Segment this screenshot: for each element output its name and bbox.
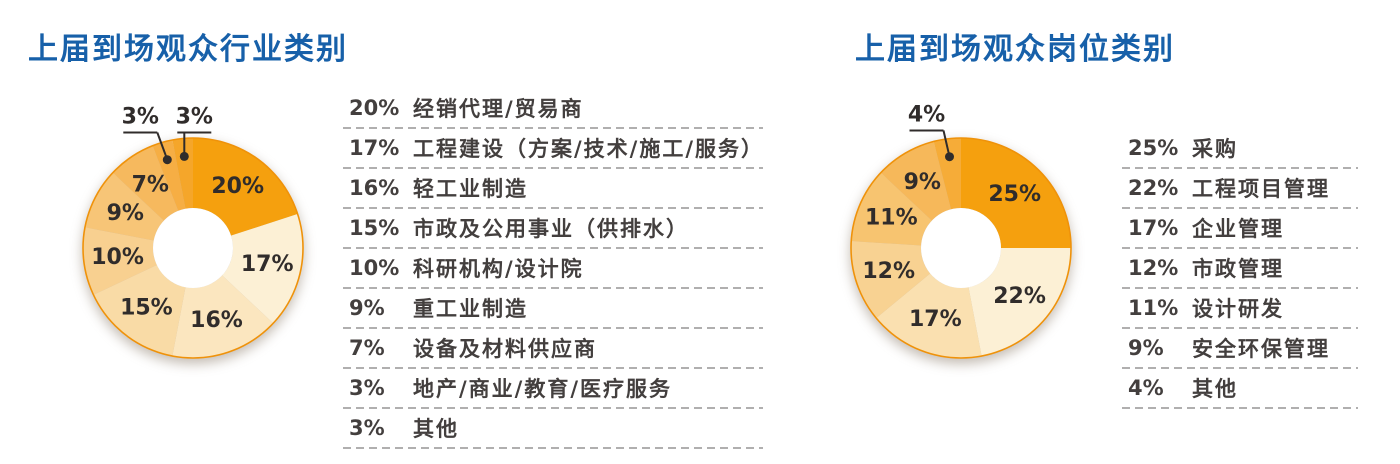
- legend-percent: 17%: [1128, 216, 1179, 240]
- legend-row: 7% 设备及材料供应商: [343, 328, 763, 369]
- legend-percent: 25%: [1128, 136, 1179, 160]
- legend-percent: 4%: [1128, 376, 1164, 400]
- legend-percent: 9%: [1128, 336, 1164, 360]
- legend-percent: 11%: [1128, 296, 1179, 320]
- legend-label: 科研机构/设计院: [413, 257, 584, 281]
- callout-dot: [945, 152, 954, 162]
- slice-percent-label: 25%: [988, 182, 1041, 207]
- callout-percent-label: 3%: [122, 105, 159, 130]
- legend-percent: 7%: [349, 336, 385, 360]
- slice-percent-label: 9%: [107, 201, 144, 226]
- legend-row: 20% 经销代理/贸易商: [343, 88, 763, 129]
- legend-percent: 3%: [349, 376, 385, 400]
- legend-label: 工程项目管理: [1192, 177, 1330, 201]
- legend-percent: 12%: [1128, 256, 1179, 280]
- pie-slice: [152, 139, 186, 211]
- legend-row: 3% 其他: [343, 408, 763, 449]
- slice-percent-label: 22%: [993, 284, 1046, 309]
- slice-percent-label: 10%: [91, 245, 144, 270]
- legend-row: 12% 市政管理: [1122, 248, 1358, 289]
- legend-row: 3% 地产/商业/教育/医疗服务: [343, 368, 763, 409]
- legend-row: 17% 工程建设（方案/技术/施工/服务）: [343, 128, 765, 169]
- pie-slice: [961, 138, 1071, 248]
- pie-slice: [851, 241, 931, 319]
- legend-row: 17% 企业管理: [1122, 208, 1358, 249]
- legend-label: 设备及材料供应商: [413, 337, 597, 361]
- legend-percent: 9%: [349, 296, 385, 320]
- position-donut-chart: 25% 22% 17% 12% 11% 9% 4%: [850, 103, 1072, 359]
- legend-label: 工程建设（方案/技术/施工/服务）: [413, 137, 765, 161]
- legend-percent: 10%: [349, 256, 400, 280]
- legend-row: 10% 科研机构/设计院: [343, 248, 763, 289]
- donut-hole: [921, 208, 1001, 288]
- industry-chart-title: 上届到场观众行业类别: [28, 32, 348, 67]
- donut-outer-ring: [850, 137, 1072, 359]
- legend-percent: 17%: [349, 136, 400, 160]
- pie-slice: [193, 138, 298, 236]
- callout-percent-label: 4%: [908, 103, 945, 128]
- donut-disc: [82, 137, 304, 359]
- slice-percent-label: 17%: [241, 252, 294, 277]
- legend-label: 其他: [1192, 377, 1238, 401]
- pie-slice: [851, 172, 932, 246]
- pie-slice: [876, 273, 982, 358]
- legend-label: 轻工业制造: [413, 177, 528, 201]
- slice-percent-label: 9%: [904, 170, 941, 195]
- pie-slice: [93, 265, 186, 357]
- slice-percent-label: 11%: [865, 205, 918, 230]
- slice-percent-label: 16%: [190, 308, 243, 333]
- legend-label: 重工业制造: [413, 297, 528, 321]
- callout-dot: [179, 151, 189, 161]
- pie-slice: [968, 248, 1071, 357]
- legend-percent: 15%: [349, 216, 400, 240]
- slice-percent-label: 20%: [211, 174, 264, 199]
- slice-percent-label: 15%: [120, 296, 173, 321]
- legend-row: 9% 重工业制造: [343, 288, 763, 329]
- donut-hole: [153, 208, 233, 288]
- legend-row: 25% 采购: [1122, 128, 1358, 169]
- pie-slice: [933, 138, 961, 210]
- slice-percent-label: 17%: [909, 307, 962, 332]
- legend-row: 9% 安全环保管理: [1122, 328, 1358, 369]
- legend-row: 15% 市政及公用事业（供排水）: [343, 208, 763, 249]
- position-chart-title: 上届到场观众岗位类别: [855, 32, 1175, 67]
- legend-label: 安全环保管理: [1192, 337, 1330, 361]
- pie-slice: [880, 141, 952, 221]
- position-legend: 25% 采购 22% 工程项目管理 17% 企业管理 12% 市政管理 11% 设计研发 9% 安全环…: [1122, 128, 1358, 409]
- callout-connector-line: [156, 132, 169, 161]
- legend-label: 设计研发: [1192, 297, 1284, 321]
- industry-legend: 20% 经销代理/贸易商 17% 工程建设（方案/技术/施工/服务） 16% 轻工业制造 1…: [343, 88, 765, 449]
- pie-slice: [83, 227, 157, 295]
- legend-percent: 3%: [349, 416, 385, 440]
- industry-donut-chart: 20% 17% 16% 15% 10% 9% 7% 3% 3%: [82, 105, 304, 359]
- legend-percent: 20%: [349, 96, 400, 120]
- legend-label: 经销代理/贸易商: [413, 97, 584, 121]
- legend-label: 采购: [1192, 137, 1238, 161]
- pie-slice: [84, 172, 164, 241]
- callout-percent-label: 3%: [176, 105, 213, 130]
- pie-slice: [112, 145, 179, 221]
- legend-label: 企业管理: [1192, 217, 1284, 241]
- slice-percent-label: 7%: [132, 173, 169, 198]
- pie-slice: [172, 275, 274, 358]
- legend-row: 4% 其他: [1122, 368, 1358, 409]
- legend-row: 16% 轻工业制造: [343, 168, 763, 209]
- legend-label: 市政及公用事业（供排水）: [413, 217, 689, 241]
- legend-percent: 16%: [349, 176, 400, 200]
- legend-label: 市政管理: [1192, 257, 1284, 281]
- donut-disc: [850, 137, 1072, 359]
- callout-dot: [162, 155, 172, 165]
- legend-percent: 22%: [1128, 176, 1179, 200]
- pie-slice: [222, 214, 304, 324]
- donut-outer-ring: [82, 137, 304, 359]
- legend-row: 22% 工程项目管理: [1122, 168, 1358, 209]
- slice-percent-label: 12%: [862, 259, 915, 284]
- legend-label: 其他: [413, 417, 459, 441]
- legend-label: 地产/商业/教育/医疗服务: [413, 377, 673, 401]
- legend-row: 11% 设计研发: [1122, 288, 1358, 329]
